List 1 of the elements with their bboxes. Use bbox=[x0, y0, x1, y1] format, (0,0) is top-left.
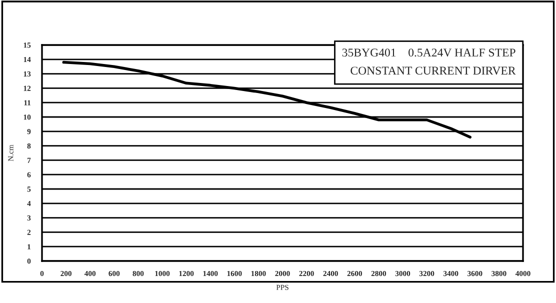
annotation: 35BYG401 0.5A24V HALF STEP CONSTANT CURRENT DIRVER bbox=[342, 48, 516, 75]
